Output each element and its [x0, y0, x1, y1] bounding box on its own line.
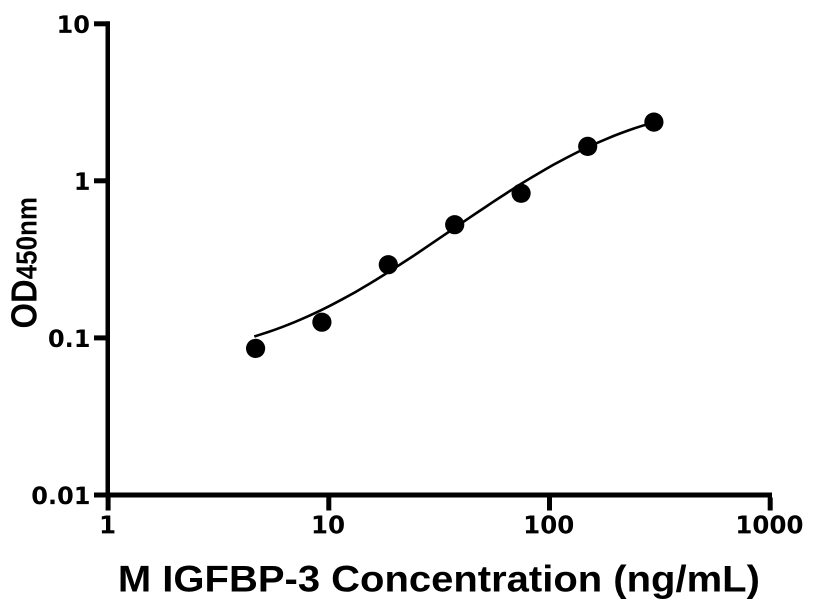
svg-text:M IGFBP-3 Concentration (ng/mL: M IGFBP-3 Concentration (ng/mL)	[118, 559, 760, 600]
